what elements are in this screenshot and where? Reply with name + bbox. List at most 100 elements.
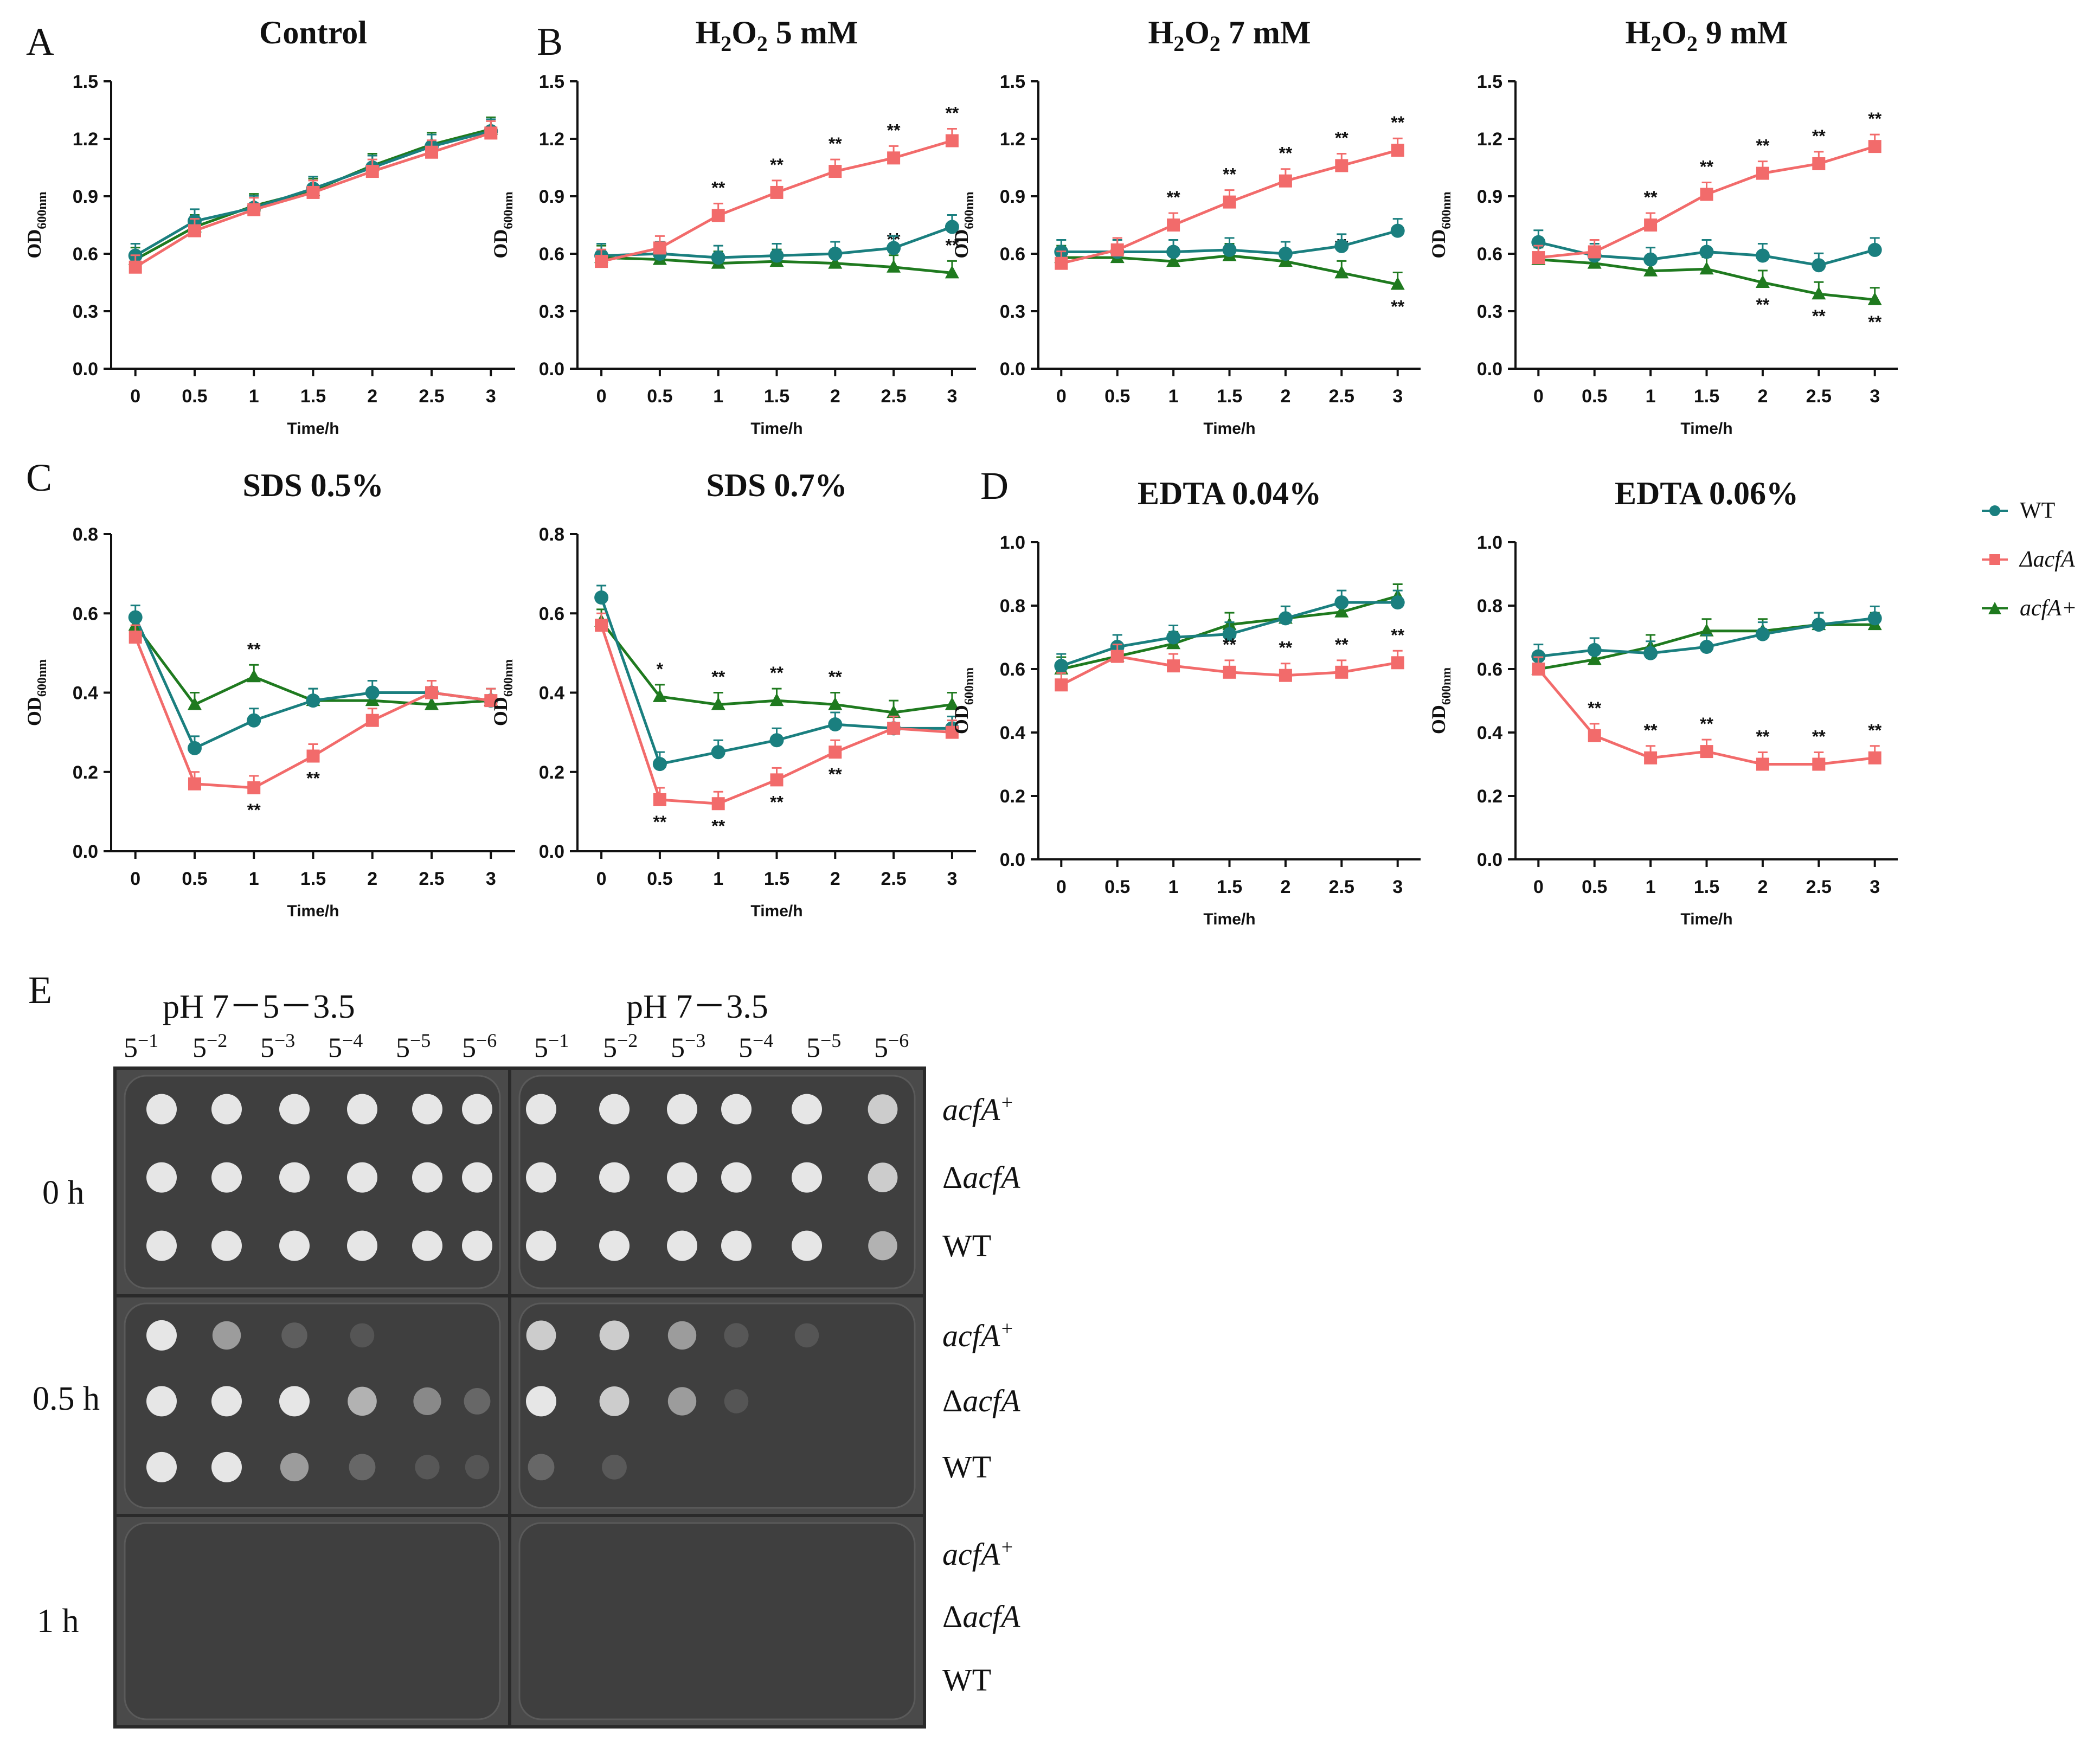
x-tick-label: 2.5 [419,869,444,889]
y-tick-label: 0.6 [73,603,98,624]
significance-label: ** [247,639,261,659]
colony-spot [721,1162,752,1193]
x-tick-label: 1 [713,386,723,407]
y-tick-label: 0.9 [73,187,98,207]
colony-spot [868,1094,898,1124]
x-tick-label: 1.5 [1694,386,1719,407]
data-point-acfaplus [1755,275,1770,288]
x-tick-label: 0.5 [182,386,207,407]
data-point-wt [1390,595,1405,610]
significance-label: ** [945,104,959,123]
y-tick-label: 1.2 [539,129,564,150]
data-point-dacfa [129,260,142,274]
colony-spot [667,1230,697,1261]
strain-label: acfA+ [942,1535,1014,1572]
x-axis-label: Time/h [1203,420,1255,438]
y-tick-label: 0.8 [73,524,98,545]
colony-spot [667,1387,697,1416]
chart-title: H2O2 5 mM [696,15,858,56]
x-tick-label: 1.5 [764,869,789,889]
data-point-dacfa [1391,144,1404,157]
y-tick-label: 0.0 [1477,850,1502,870]
colony-spot [721,1094,752,1125]
significance-label: ** [306,769,320,788]
dilution-label: 5−6 [874,1030,909,1064]
y-tick-label: 1.2 [1477,129,1502,150]
significance-label: ** [1644,721,1658,740]
legend-label-acfaplus: acfA+ [2020,596,2077,621]
chart-edta_006: EDTA 0.06% 0.0 0.2 0.4 0.6 0.8 1.0 0 0.5 1 1.5 2 2.5… [1428,476,1898,928]
chart-edta_004: EDTA 0.04% 0.0 0.2 0.4 0.6 0.8 1.0 0 0.5 1 1.5 2 2.5… [951,476,1421,928]
significance-label: ** [1279,638,1292,658]
panel-letter-a: A [26,20,54,63]
significance-label: ** [1167,188,1180,207]
chart-title: SDS 0.7% [706,467,847,503]
data-point-wt [887,241,901,255]
x-tick-label: 0.5 [647,869,672,889]
x-tick-label: 3 [1392,877,1403,897]
data-point-wt [1699,640,1714,654]
significance-label: ** [1391,297,1404,317]
legend-item-dacfa: ΔacfA [1982,547,2075,573]
y-tick-label: 0.9 [1477,187,1502,207]
significance-label: ** [711,667,725,686]
colony-spot [146,1451,177,1482]
x-tick-label: 2 [1757,877,1768,897]
data-point-dacfa [1110,650,1124,663]
x-tick-label: 0 [1056,386,1067,407]
dilution-label: 5−2 [603,1030,638,1064]
x-axis-label: Time/h [750,420,802,438]
strain-label: acfA+ [942,1091,1014,1127]
colony-spot [211,1451,242,1482]
significance-label: ** [1868,312,1881,332]
data-point-acfaplus [652,689,667,702]
data-point-dacfa [1110,243,1124,256]
x-tick-label: 0 [130,869,140,889]
colony-spot [348,1386,377,1416]
y-tick-label: 1.0 [1000,532,1025,553]
data-point-dacfa [365,165,379,178]
chart-title: H2O2 9 mM [1626,15,1788,56]
chart-sds_07: SDS 0.7% 0.0 0.2 0.4 0.6 0.8 0 0.5 1 1.5 2 2.5 3 Time… [490,467,976,920]
dilution-label: 5−5 [806,1030,842,1064]
strain-label: WT [942,1449,992,1485]
significance-label: ** [770,155,784,175]
panel-letter-b: B [537,20,563,63]
colony-spot [279,1386,310,1417]
chart-title: SDS 0.5% [242,467,383,503]
y-tick-label: 1.5 [73,72,98,92]
y-tick-label: 1.2 [1000,129,1025,150]
data-point-dacfa [129,631,142,644]
x-tick-label: 2.5 [881,386,906,407]
data-point-acfaplus [1334,604,1349,618]
strain-label: WT [942,1662,992,1698]
x-tick-label: 3 [486,869,496,889]
data-point-dacfa [1055,256,1068,270]
legend-marker-square-icon [1982,554,2008,565]
data-point-wt [1755,248,1770,263]
data-point-acfaplus [1643,263,1658,277]
data-point-wt [711,250,725,265]
plate-rim [518,1302,916,1509]
significance-label: ** [829,134,842,153]
data-point-wt [1166,630,1181,645]
colony-spot [347,1162,377,1193]
colony-spot [794,1323,819,1348]
panel-letter-c: C [26,456,53,499]
plate-right-0 [508,1066,926,1297]
colony-spot [526,1320,556,1351]
colony-spot [526,1386,556,1417]
colony-spot [280,1453,309,1482]
panel-letter-e: E [28,968,52,1012]
data-point-acfaplus [1867,292,1882,305]
data-point-dacfa [1279,669,1292,682]
y-tick-label: 1.5 [1477,72,1502,92]
x-tick-label: 2.5 [1329,386,1354,407]
colony-spot [599,1386,630,1416]
colony-spot [792,1162,822,1193]
colony-spot [211,1386,242,1417]
x-tick-label: 3 [1870,877,1880,897]
data-point-wt [828,717,843,731]
y-tick-label: 0.6 [1477,659,1502,680]
